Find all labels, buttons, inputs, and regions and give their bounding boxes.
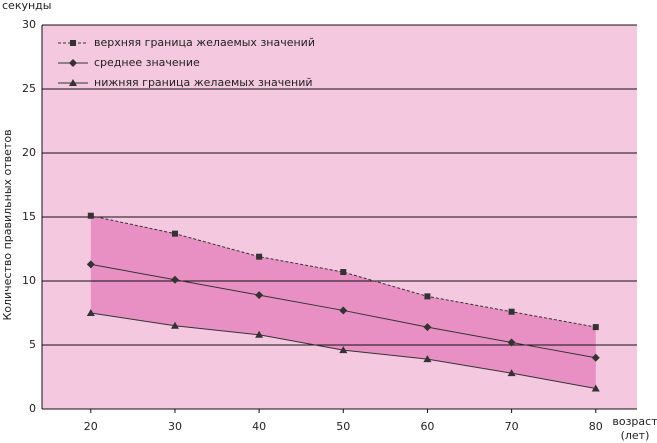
x-tick-label: 80 (589, 420, 603, 433)
marker (256, 253, 263, 260)
y-tick-label: 30 (22, 18, 36, 31)
legend-label: верхняя граница желаемых значений (94, 36, 315, 49)
legend-label: нижняя граница желаемых значений (94, 76, 313, 89)
x-tick-label: 30 (168, 420, 182, 433)
marker (508, 308, 515, 315)
marker (423, 323, 432, 332)
marker (507, 338, 516, 347)
marker (340, 269, 347, 276)
marker (424, 293, 431, 300)
y-tick-label: 10 (22, 274, 36, 287)
x-tick-label: 40 (252, 420, 266, 433)
y-tick-label: 15 (22, 210, 36, 223)
legend-marker (70, 40, 76, 46)
y-tick-label: 25 (22, 82, 36, 95)
marker (170, 321, 179, 329)
legend-marker (69, 59, 77, 67)
marker (592, 324, 599, 331)
marker (591, 353, 600, 362)
x-tick-label: 70 (505, 420, 519, 433)
marker (339, 346, 348, 354)
marker (171, 230, 178, 237)
x-tick-label: 50 (336, 420, 350, 433)
marker (255, 330, 264, 338)
marker (255, 291, 264, 300)
y-tick-label: 0 (29, 402, 36, 415)
legend-marker (69, 79, 77, 86)
legend-label: среднее значение (94, 56, 200, 69)
marker (170, 275, 179, 284)
y-axis-label: Количество правильных ответов (1, 129, 14, 320)
x-tick-label: 60 (420, 420, 434, 433)
y-unit-label: секунды (2, 0, 51, 12)
x-tick-label: 20 (84, 420, 98, 433)
marker (86, 260, 95, 269)
y-tick-label: 5 (29, 338, 36, 351)
y-tick-label: 20 (22, 146, 36, 159)
marker (591, 384, 600, 392)
marker (507, 369, 516, 377)
marker (87, 212, 94, 219)
marker (423, 355, 432, 363)
marker (86, 309, 95, 316)
x-axis-label: возраст (612, 415, 657, 428)
x-axis-label: (лет) (621, 429, 650, 442)
marker (339, 306, 348, 315)
